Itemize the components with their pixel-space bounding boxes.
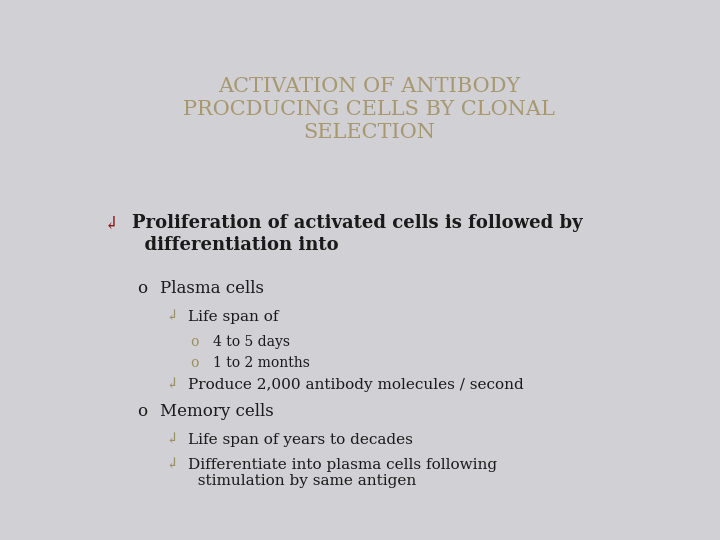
Text: o: o <box>138 280 148 297</box>
Text: ↲: ↲ <box>166 310 178 323</box>
Text: Proliferation of activated cells is followed by
  differentiation into: Proliferation of activated cells is foll… <box>132 214 582 254</box>
Text: ACTIVATION OF ANTIBODY
PROCDUCING CELLS BY CLONAL
SELECTION: ACTIVATION OF ANTIBODY PROCDUCING CELLS … <box>183 77 555 142</box>
Text: 1 to 2 months: 1 to 2 months <box>213 356 310 370</box>
Text: o: o <box>190 356 199 370</box>
Text: 4 to 5 days: 4 to 5 days <box>213 335 289 349</box>
Text: ↲: ↲ <box>166 378 178 392</box>
Text: ↲: ↲ <box>104 214 119 233</box>
Text: Life span of: Life span of <box>188 310 278 323</box>
Text: Memory cells: Memory cells <box>160 403 274 420</box>
Text: Plasma cells: Plasma cells <box>160 280 264 297</box>
Text: Produce 2,000 antibody molecules / second: Produce 2,000 antibody molecules / secon… <box>188 378 523 392</box>
Text: o: o <box>190 335 199 349</box>
Text: Differentiate into plasma cells following
  stimulation by same antigen: Differentiate into plasma cells followin… <box>188 458 497 489</box>
Text: ↲: ↲ <box>166 458 178 472</box>
Text: Life span of years to decades: Life span of years to decades <box>188 433 413 447</box>
Text: ↲: ↲ <box>166 433 178 447</box>
Text: o: o <box>138 403 148 420</box>
